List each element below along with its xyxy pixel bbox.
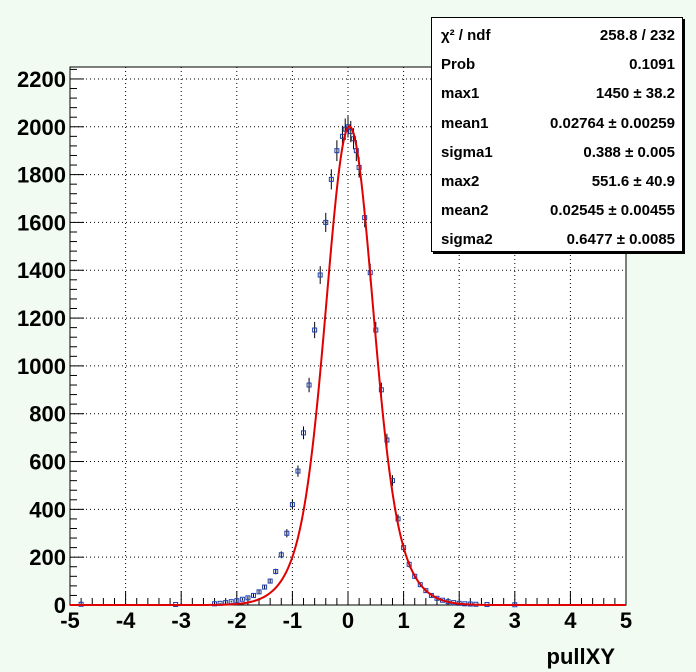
y-tick-label: 1600	[17, 210, 66, 235]
y-tick-label: 800	[29, 402, 66, 427]
data-point	[273, 569, 279, 575]
grid	[70, 67, 626, 605]
data-point	[306, 382, 312, 388]
data-point	[423, 588, 429, 594]
data-point	[312, 327, 318, 333]
stat-name: sigma2	[441, 231, 493, 249]
x-tick-labels: -5 -4 -3 -2 -1 0 1 2 3 4 5	[60, 608, 632, 633]
stat-value: 1450 ± 38.2	[595, 85, 675, 103]
stat-row: Prob 0.1091	[441, 50, 675, 79]
stat-row: χ² / ndf 258.8 / 232	[441, 21, 675, 50]
x-tick-label: -3	[171, 608, 191, 633]
stat-row: sigma2 0.6477 ± 0.0085	[441, 225, 675, 254]
data-point	[262, 584, 268, 590]
x-tick-label: 5	[620, 608, 632, 633]
data-point	[289, 502, 295, 508]
x-tick-label: 0	[342, 608, 354, 633]
stat-name: max2	[441, 173, 480, 191]
x-tick-label: -1	[283, 608, 303, 633]
stat-row: max1 1450 ± 38.2	[441, 79, 675, 108]
data-point	[234, 598, 240, 604]
x-tick-label: 1	[397, 608, 409, 633]
y-tick-label: 0	[54, 593, 66, 618]
stat-value: 0.6477 ± 0.0085	[566, 231, 675, 249]
stat-name: sigma1	[441, 143, 493, 161]
stat-value: 0.388 ± 0.005	[583, 143, 675, 161]
y-tick-label: 600	[29, 450, 66, 475]
y-tick-label: 2200	[17, 67, 66, 92]
data-point	[323, 219, 329, 225]
y-tick-label: 2000	[17, 115, 66, 140]
x-tick-label: 3	[509, 608, 521, 633]
data-point	[334, 148, 340, 154]
y-tick-labels: 0 200 400 600 800 1000 1200 1400 1600 1800 2000 220…	[17, 67, 66, 618]
x-axis-title: pullXY	[547, 644, 616, 669]
stat-row: mean1 0.02764 ± 0.00259	[441, 109, 675, 138]
x-tick-label: -4	[116, 608, 136, 633]
x-tick-label: -2	[227, 608, 247, 633]
y-tick-label: 400	[29, 497, 66, 522]
stat-name: mean1	[441, 114, 489, 132]
stat-row: mean2 0.02545 ± 0.00455	[441, 196, 675, 225]
stat-row: max2 551.6 ± 40.9	[441, 167, 675, 196]
data-point	[328, 176, 334, 182]
stat-value: 0.02545 ± 0.00455	[549, 202, 675, 220]
y-tick-label: 1400	[17, 258, 66, 283]
y-tick-label: 1800	[17, 163, 66, 188]
x-tick-label: -5	[60, 608, 80, 633]
data-point	[256, 589, 262, 595]
stat-value: 0.02764 ± 0.00259	[549, 114, 675, 132]
data-point	[245, 595, 251, 601]
x-tick-label: 2	[453, 608, 465, 633]
data-point	[284, 530, 290, 536]
data-point	[417, 582, 423, 588]
data-point	[278, 552, 284, 558]
y-tick-label: 200	[29, 545, 66, 570]
stat-value: 0.1091	[629, 56, 675, 74]
y-tick-label: 1000	[17, 354, 66, 379]
stat-name: mean2	[441, 202, 489, 220]
stat-name: Prob	[441, 56, 476, 74]
stat-value: 551.6 ± 40.9	[591, 173, 675, 191]
data-point	[317, 272, 323, 278]
fit-curve	[70, 125, 626, 606]
data-point	[301, 430, 307, 436]
stat-name: χ² / ndf	[441, 27, 491, 45]
stat-value: 258.8 / 232	[599, 27, 675, 45]
data-point	[239, 596, 245, 602]
data-point	[250, 592, 256, 598]
stat-row: sigma1 0.388 ± 0.005	[441, 138, 675, 167]
axis-ticks	[69, 68, 627, 606]
y-tick-label: 1200	[17, 306, 66, 331]
stat-name: max1	[441, 85, 480, 103]
data-point	[295, 468, 301, 474]
data-point	[267, 578, 273, 584]
x-tick-label: 4	[564, 608, 577, 633]
stats-box: χ² / ndf 258.8 / 232 Prob 0.1091 max1 1450 ± …	[431, 17, 683, 252]
